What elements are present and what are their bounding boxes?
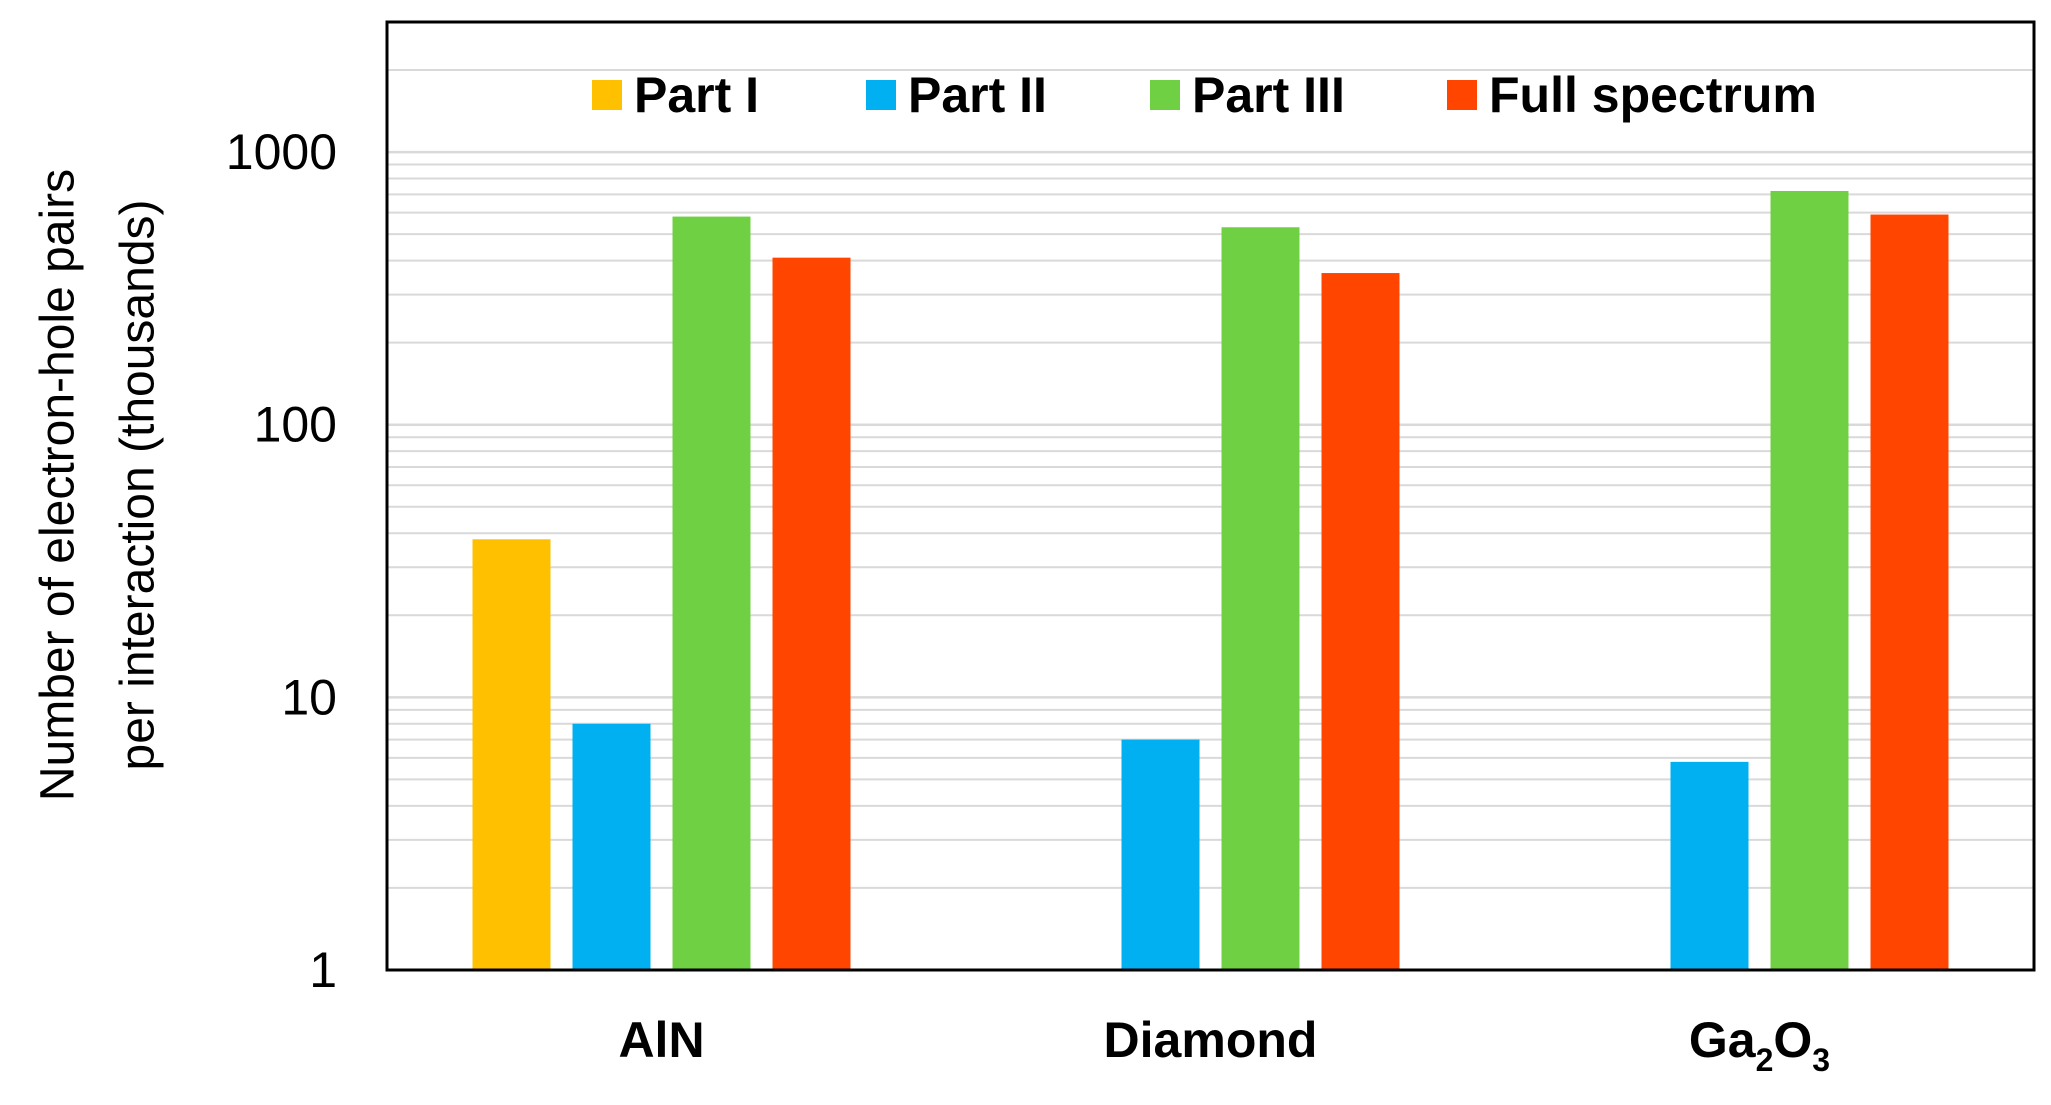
bars xyxy=(472,190,1949,971)
legend: Part I Part II Part III Full spectrum xyxy=(592,67,1817,123)
x-axis-categories: AlN Diamond Ga2O3 xyxy=(618,1012,1830,1078)
bar xyxy=(1870,214,1949,971)
plot-area-frame xyxy=(385,20,2036,972)
legend-item: Part II xyxy=(866,67,1047,123)
bar xyxy=(472,539,551,970)
bar xyxy=(772,257,851,971)
y-tick-label: 10 xyxy=(281,669,337,725)
legend-item: Part III xyxy=(1150,67,1345,123)
y-axis-ticks: 1 10 100 1000 xyxy=(226,124,337,998)
legend-label: Part I xyxy=(634,67,759,123)
legend-swatch xyxy=(1150,80,1180,110)
bar xyxy=(1770,190,1849,971)
legend-label: Part III xyxy=(1192,67,1345,123)
bar xyxy=(572,723,651,970)
bar xyxy=(672,216,751,970)
y-tick-label: 1000 xyxy=(226,124,337,180)
legend-label: Full spectrum xyxy=(1489,67,1817,123)
y-tick-label: 1 xyxy=(309,942,337,998)
legend-swatch xyxy=(1447,80,1477,110)
y-axis-label: Number of electron-hole pairs per interac… xyxy=(32,169,165,801)
y-axis-label-line: Number of electron-hole pairs xyxy=(32,169,85,801)
bar xyxy=(1121,739,1200,970)
bar xyxy=(1670,761,1749,970)
y-tick-label: 100 xyxy=(254,397,337,453)
legend-swatch xyxy=(866,80,896,110)
legend-item: Full spectrum xyxy=(1447,67,1817,123)
bar xyxy=(1221,227,1300,971)
legend-swatch xyxy=(592,80,622,110)
y-axis-label-line: per interaction (thousands) xyxy=(112,200,165,771)
bar xyxy=(1321,273,1400,970)
legend-label: Part II xyxy=(908,67,1047,123)
x-category-label: AlN xyxy=(618,1012,704,1068)
x-category-label: Diamond xyxy=(1104,1012,1318,1068)
x-category-label: Ga2O3 xyxy=(1689,1012,1830,1078)
legend-item: Part I xyxy=(592,67,759,123)
